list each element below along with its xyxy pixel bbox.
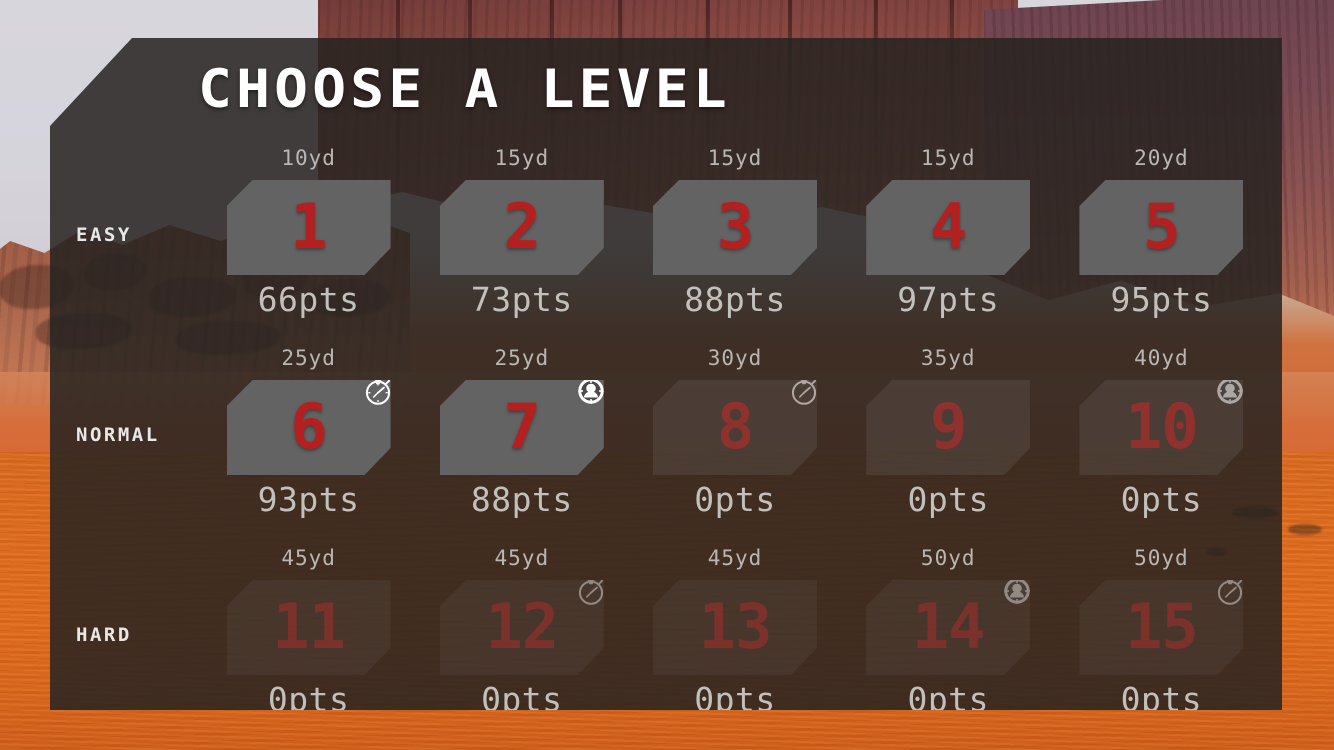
page-title: CHOOSE A LEVEL (198, 59, 731, 120)
level-number: 15 (1125, 589, 1199, 663)
level-tile[interactable]: 15 (1079, 580, 1244, 675)
level-score: 0pts (694, 480, 776, 519)
level-number: 3 (716, 189, 754, 263)
level-tile[interactable]: 6 (226, 380, 391, 475)
difficulty-row-hard: HARD 45yd 11 0pts 45yd 12 (50, 546, 1282, 719)
level-card-14[interactable]: 50yd 14 (842, 546, 1055, 719)
level-number: 4 (930, 189, 967, 263)
difficulty-label-easy: EASY (76, 224, 132, 246)
level-tile[interactable]: 3 (653, 180, 817, 275)
level-distance: 50yd (920, 546, 976, 570)
level-tile[interactable]: 8 (653, 380, 817, 475)
level-distance: 45yd (281, 546, 336, 570)
level-score: 88pts (684, 280, 786, 319)
level-distance: 45yd (707, 546, 763, 570)
level-distance: 15yd (494, 146, 550, 170)
stopwatch-icon (787, 380, 817, 408)
level-tile[interactable]: 2 (439, 180, 604, 275)
level-number: 1 (290, 189, 327, 263)
level-card-6[interactable]: 25yd 6 (202, 346, 415, 519)
level-score: 0pts (907, 680, 989, 719)
level-score: 0pts (1120, 680, 1203, 719)
level-card-2[interactable]: 15yd 2 73pts (415, 146, 628, 319)
level-score: 73pts (470, 280, 573, 319)
target-silhouette-icon (1213, 380, 1244, 408)
stopwatch-icon (1213, 580, 1243, 608)
level-select-panel: CHOOSE A LEVEL EASY 10yd 1 66pts 15yd 2 (50, 38, 1282, 710)
level-number: 11 (272, 589, 346, 663)
difficulty-row-normal: NORMAL 25yd 6 (50, 346, 1282, 546)
level-score: 66pts (257, 280, 360, 319)
level-score: 95pts (1110, 280, 1213, 319)
level-distance: 20yd (1134, 146, 1189, 170)
level-number: 7 (503, 389, 541, 463)
level-tile[interactable]: 1 (226, 180, 391, 275)
level-card-5[interactable]: 20yd 5 95pts (1055, 146, 1268, 319)
level-card-9[interactable]: 35yd 9 0pts (842, 346, 1055, 519)
level-cards-normal: 25yd 6 (202, 346, 1268, 519)
level-cards-easy: 10yd 1 66pts 15yd 2 73pts 1 5 (202, 146, 1268, 319)
target-silhouette-icon (574, 380, 604, 408)
level-tile[interactable]: 4 (866, 180, 1031, 275)
level-tile[interactable]: 7 (439, 380, 604, 475)
difficulty-label-hard: HARD (76, 624, 132, 646)
level-grid: EASY 10yd 1 66pts 15yd 2 73pts (50, 146, 1282, 719)
level-number: 5 (1143, 189, 1180, 263)
level-tile[interactable]: 10 (1079, 380, 1244, 475)
level-distance: 25yd (281, 346, 336, 370)
level-score: 0pts (481, 680, 563, 719)
difficulty-label-normal: NORMAL (76, 424, 160, 446)
level-distance: 35yd (920, 346, 976, 370)
level-distance: 15yd (920, 146, 976, 170)
level-number: 8 (716, 389, 754, 463)
level-number: 13 (698, 589, 773, 663)
level-score: 0pts (267, 680, 350, 719)
level-number: 14 (911, 589, 986, 663)
level-distance: 15yd (707, 146, 763, 170)
level-number: 10 (1125, 389, 1199, 463)
level-score: 0pts (907, 480, 989, 519)
level-distance: 25yd (494, 346, 550, 370)
level-card-15[interactable]: 50yd 15 (1055, 546, 1268, 719)
target-silhouette-icon (1000, 580, 1030, 608)
level-card-12[interactable]: 45yd 12 (415, 546, 628, 719)
level-score: 93pts (257, 480, 360, 519)
stopwatch-icon (361, 380, 391, 408)
level-card-3[interactable]: 15yd 3 88pts (628, 146, 841, 319)
level-card-10[interactable]: 40yd 10 (1055, 346, 1268, 519)
level-tile[interactable]: 11 (226, 580, 391, 675)
level-number: 12 (485, 589, 559, 663)
level-card-7[interactable]: 25yd 7 (415, 346, 628, 519)
level-card-4[interactable]: 15yd 4 97pts (842, 146, 1055, 319)
level-score: 0pts (1120, 480, 1203, 519)
stopwatch-icon (574, 580, 604, 608)
level-tile[interactable]: 5 (1079, 180, 1244, 275)
level-number: 9 (930, 389, 967, 463)
level-distance: 40yd (1134, 346, 1189, 370)
level-number: 6 (290, 389, 327, 463)
level-tile[interactable]: 9 (866, 380, 1031, 475)
level-distance: 45yd (494, 546, 550, 570)
level-score: 0pts (694, 680, 776, 719)
level-score: 97pts (897, 280, 1000, 319)
level-card-11[interactable]: 45yd 11 0pts (202, 546, 415, 719)
level-tile[interactable]: 12 (439, 580, 604, 675)
level-distance: 30yd (707, 346, 763, 370)
level-cards-hard: 45yd 11 0pts 45yd 12 (202, 546, 1268, 719)
level-score: 88pts (470, 480, 573, 519)
level-tile[interactable]: 14 (866, 580, 1031, 675)
difficulty-row-easy: EASY 10yd 1 66pts 15yd 2 73pts (50, 146, 1282, 346)
level-tile[interactable]: 13 (653, 580, 817, 675)
level-card-1[interactable]: 10yd 1 66pts (202, 146, 415, 319)
level-distance: 10yd (281, 146, 336, 170)
level-number: 2 (503, 189, 541, 263)
level-distance: 50yd (1134, 546, 1189, 570)
level-card-8[interactable]: 30yd 8 (628, 346, 841, 519)
level-card-13[interactable]: 45yd 13 0pts (628, 546, 841, 719)
